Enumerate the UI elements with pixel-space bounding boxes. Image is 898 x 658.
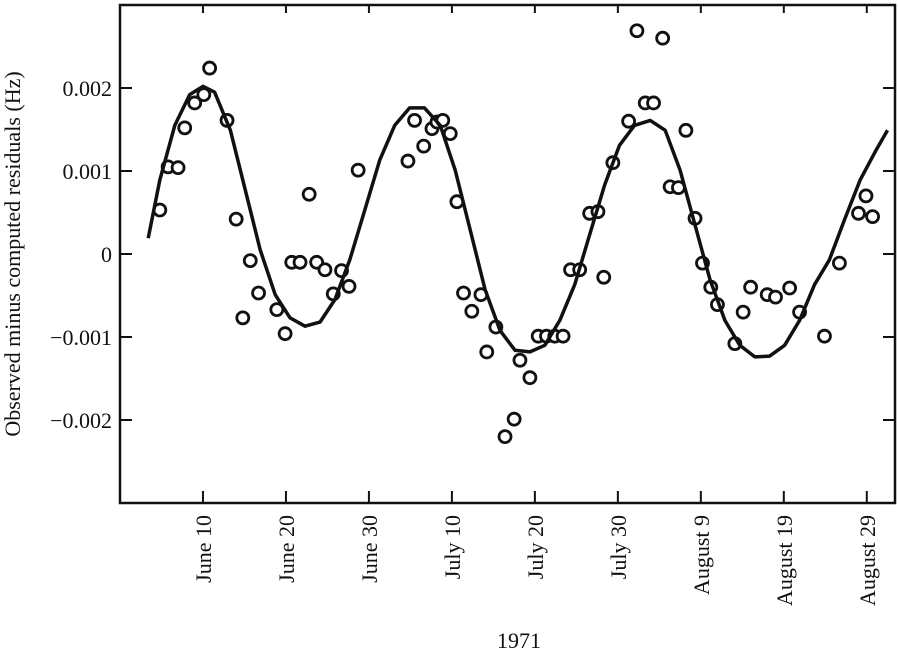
data-point [817, 328, 832, 344]
data-point [497, 429, 513, 445]
y-axis-label: Observed minus computed residuals (Hz) [0, 71, 25, 436]
data-point [177, 120, 193, 136]
data-point [242, 253, 258, 269]
x-tick-label: June 20 [274, 515, 299, 583]
data-point [858, 188, 874, 204]
data-point [416, 138, 432, 154]
data-point [251, 285, 266, 301]
x-tick-label: July 20 [523, 515, 548, 579]
data-point [400, 153, 416, 169]
x-tick-label: August 19 [772, 515, 797, 606]
x-tick-label: June 10 [191, 515, 216, 583]
x-tick-label: June 30 [357, 515, 382, 583]
data-point [865, 209, 880, 225]
x-tick-label: August 9 [689, 515, 714, 595]
data-point [832, 255, 847, 271]
data-point [187, 95, 203, 111]
x-axis-label: 1971 [497, 628, 541, 653]
data-point [522, 370, 538, 386]
data-point [512, 352, 528, 368]
data-point [629, 23, 645, 39]
x-tick-label: July 10 [440, 515, 465, 579]
y-tick-label: 0 [101, 242, 112, 267]
data-point [456, 285, 471, 301]
x-tick-label: August 29 [855, 515, 880, 606]
data-point [301, 186, 317, 202]
fit-curve [146, 84, 890, 359]
data-point [277, 326, 293, 342]
data-point [621, 113, 637, 129]
data-point [202, 60, 218, 76]
y-tick-label: 0.001 [63, 159, 113, 184]
data-point [555, 328, 571, 344]
x-tick-label: July 30 [606, 515, 631, 579]
data-point [317, 262, 333, 278]
data-point [479, 344, 495, 360]
data-point [350, 162, 366, 178]
y-tick-label: −0.001 [50, 325, 112, 350]
y-tick-label: −0.002 [50, 408, 112, 433]
data-point [292, 254, 308, 270]
data-point [235, 310, 251, 326]
data-point [228, 211, 244, 227]
data-point [851, 205, 866, 221]
data-point [341, 278, 357, 294]
data-point [655, 30, 671, 46]
data-point [678, 122, 694, 138]
data-point [596, 269, 612, 285]
data-point [646, 95, 661, 111]
data-point [506, 411, 522, 427]
data-point [735, 304, 751, 320]
data-point [768, 289, 783, 305]
y-tick-label: 0.002 [63, 76, 113, 101]
data-point [782, 280, 798, 296]
data-point [170, 160, 186, 176]
data-point [407, 112, 422, 128]
data-point [743, 279, 759, 295]
data-point [464, 303, 480, 319]
plot-frame [118, 3, 897, 505]
